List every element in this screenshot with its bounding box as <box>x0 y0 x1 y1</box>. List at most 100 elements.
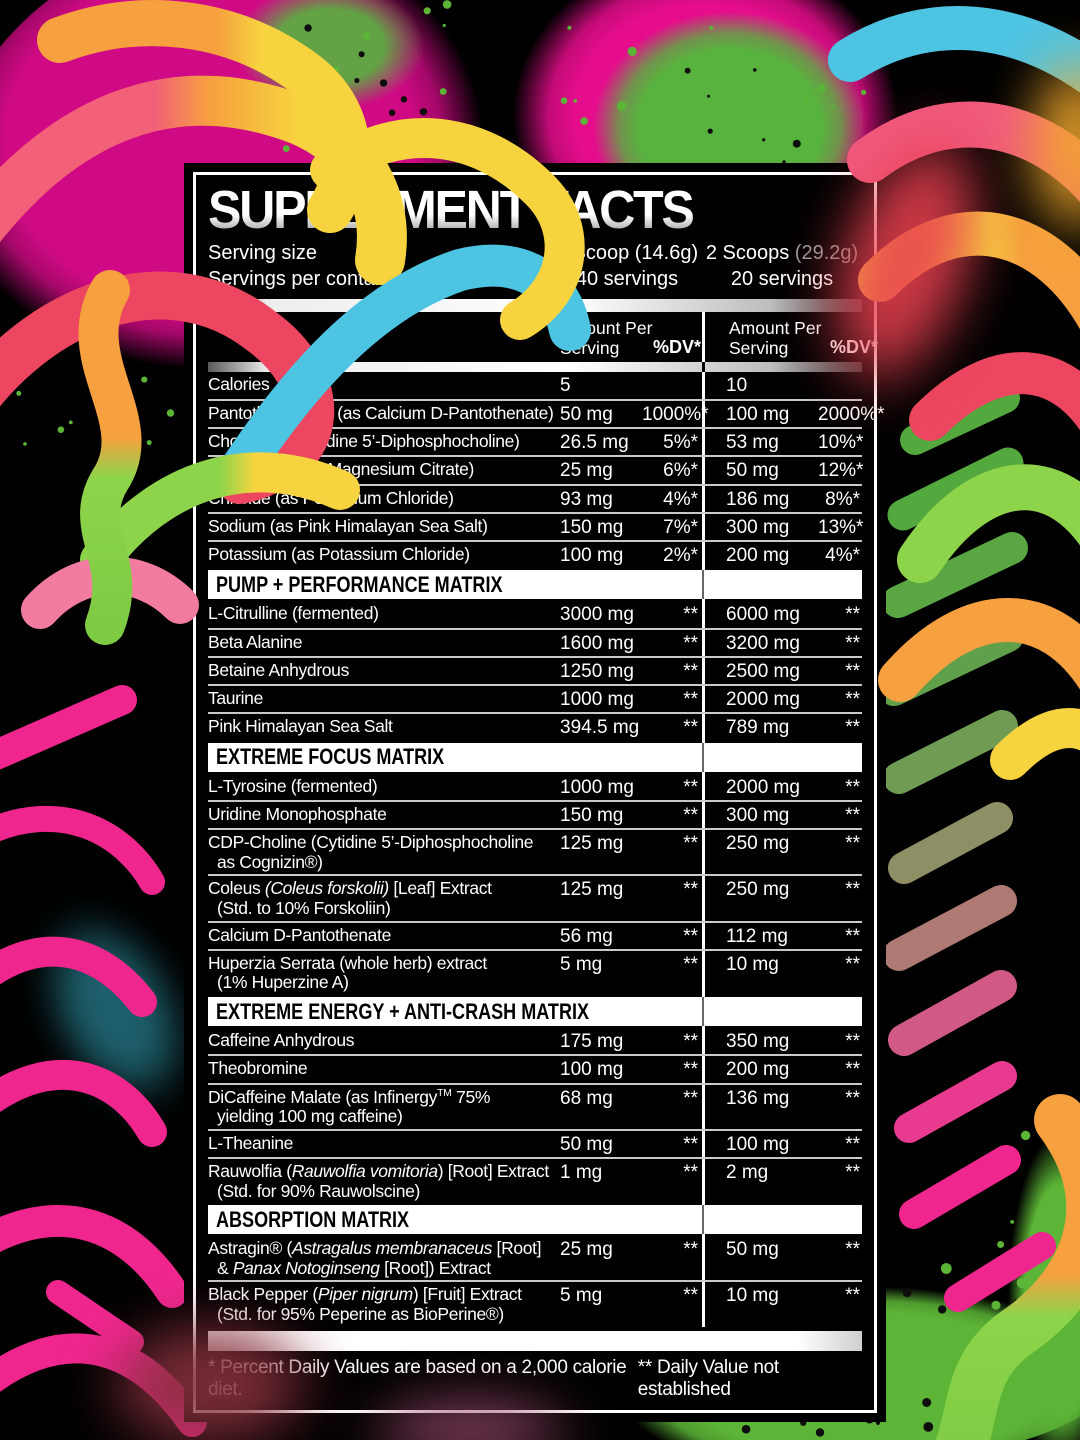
amount-2scoop: 6000 mg <box>726 604 800 626</box>
amount-2scoop: 3200 mg <box>726 632 800 654</box>
divider-bar <box>208 362 862 373</box>
ingredient-row: Beta Alanine 1600 mg ** 3200 mg ** <box>208 627 862 656</box>
ingredient-name: Theobromine <box>208 1058 308 1079</box>
amount-1scoop: 125 mg <box>560 879 624 901</box>
ingredient-row: Coleus (Coleus forskolii) [Leaf] Extract… <box>208 874 862 920</box>
matrix-section-header: EXTREME ENERGY + ANTI-CRASH MATRIX <box>208 997 862 1027</box>
amount-2scoop: 112 mg <box>726 925 788 947</box>
amount-per-serving-header: Amount Per Serving <box>560 318 653 358</box>
amount-2scoop: 300 mg <box>726 516 790 538</box>
ingredient-name: L-Citrulline (fermented) <box>208 603 379 624</box>
amount-1scoop: 1000 mg <box>560 776 634 798</box>
ingredient-row: Magnesium (as Magnesium Citrate) 25 mg 6%*… <box>208 455 864 483</box>
ingredient-row: L-Theanine 50 mg ** 100 mg ** <box>208 1128 862 1157</box>
amount-2scoop: 100 mg <box>726 1133 790 1155</box>
amount-1scoop: 93 mg <box>560 488 613 510</box>
dv-2scoop: ** <box>845 1162 860 1184</box>
dv-1scoop: 2%* <box>663 545 698 567</box>
scoop2-grams: (29.2g) <box>794 242 859 265</box>
dv-1scoop: ** <box>683 604 698 626</box>
ingredient-row: Betaine Anhydrous 1250 mg ** 2500 mg ** <box>208 655 862 684</box>
ingredient-row: Theobromine 100 mg ** 200 mg ** <box>208 1054 862 1082</box>
ingredient-row: Chloride (as Potassium Chloride) 93 mg 4%*… <box>208 483 862 512</box>
amount-2scoop: 2500 mg <box>726 660 800 682</box>
dv-2scoop: ** <box>845 1059 860 1081</box>
graffiti-left-pink <box>0 685 207 1437</box>
ingredient-name: Magnesium (as Magnesium Citrate) <box>208 459 474 480</box>
dv-1scoop: ** <box>683 1059 698 1081</box>
amount-2scoop: 200 mg <box>726 545 790 567</box>
ingredient-name: Sodium (as Pink Himalayan Sea Salt) <box>208 515 488 536</box>
ingredient-row: CDP-Choline (Cytidine 5’-Diphosphocholin… <box>208 828 862 874</box>
supplement-facts-label: SUPPLEMENT FACTS Serving size 1 Scoop (1… <box>184 163 886 1422</box>
amount-2scoop: 789 mg <box>726 717 790 739</box>
amount-1scoop: 150 mg <box>560 804 624 826</box>
ingredient-row: Sodium (as Pink Himalayan Sea Salt) 150 m… <box>208 511 863 540</box>
ingredient-row: Uridine Monophosphate 150 mg ** 300 mg ** <box>208 799 862 828</box>
paint-splatter-green <box>995 1090 1080 1440</box>
ingredient-name: Beta Alanine <box>208 631 303 652</box>
facts-table-body: Calories 5 10 Pantothenic Acid (as Calcium … <box>208 372 885 1326</box>
divider-bar <box>208 299 862 313</box>
dv-2scoop: ** <box>845 660 860 682</box>
amount-2scoop: 186 mg <box>726 488 790 510</box>
ingredient-row: L-Tyrosine (fermented) 1000 mg ** 2000 mg ** <box>208 774 862 800</box>
amount-2scoop: 250 mg <box>726 879 790 901</box>
ingredient-row: Astragin® (Astragalus membranaceus [Root… <box>208 1236 862 1280</box>
dv-1scoop: 5%* <box>663 432 698 454</box>
amount-2scoop: 250 mg <box>726 833 790 855</box>
amount-1scoop: 394.5 mg <box>560 717 640 739</box>
dv-1scoop: ** <box>683 1239 698 1261</box>
ingredient-name: Caffeine Anhydrous <box>208 1030 355 1051</box>
ingredient-row: Rauwolfia (Rauwolfia vomitoria) [Root] E… <box>208 1157 862 1203</box>
dv-1scoop: ** <box>683 833 698 855</box>
amount-2scoop: 300 mg <box>726 804 790 826</box>
ingredient-row: Potassium (as Potassium Chloride) 100 mg 2… <box>208 540 862 568</box>
ingredient-name: L-Tyrosine (fermented) <box>208 775 378 796</box>
dv-header: %DV* <box>830 337 879 358</box>
ingredient-name: Betaine Anhydrous <box>208 659 349 680</box>
dv-2scoop: ** <box>845 1133 860 1155</box>
servings-per-container-label: Servings per container <box>208 268 409 291</box>
dv-2scoop: ** <box>845 804 860 826</box>
ingredient-name: Astragin® (Astragalus membranaceus [Root… <box>208 1238 542 1278</box>
dv-2scoop: ** <box>845 776 860 798</box>
ingredient-name: Uridine Monophosphate <box>208 803 387 824</box>
dv-2scoop: ** <box>845 1285 860 1307</box>
ingredient-row: Calories 5 10 <box>208 372 862 398</box>
dv-1scoop: ** <box>683 953 698 975</box>
footnotes-row: * Percent Daily Values are based on a 2,… <box>208 1351 862 1401</box>
ingredient-name: Pink Himalayan Sea Salt <box>208 716 393 737</box>
dv-2scoop: ** <box>845 879 860 901</box>
dv-2scoop: ** <box>845 833 860 855</box>
ingredient-name: Coleus (Coleus forskolii) [Leaf] Extract… <box>208 878 492 918</box>
ingredient-row: L-Citrulline (fermented) 3000 mg ** 6000 mg… <box>208 601 862 627</box>
column-divider-line <box>702 312 705 1327</box>
dv-1scoop: 1000%* <box>642 403 709 425</box>
serving-size-row: Serving size 1 Scoop (14.6g) 2 Scoops (2… <box>208 240 862 292</box>
dv-2scoop: ** <box>845 1239 860 1261</box>
serving-size-label: Serving size <box>208 242 317 265</box>
amount-1scoop: 5 mg <box>560 953 603 975</box>
amount-1scoop: 1250 mg <box>560 660 634 682</box>
amount-1scoop: 1000 mg <box>560 689 634 711</box>
ingredient-name: L-Theanine <box>208 1132 294 1153</box>
dv-2scoop: ** <box>845 604 860 626</box>
gummy-worm-bottom-right <box>935 1094 1080 1440</box>
dv-2scoop: 10%* <box>818 432 864 454</box>
ingredient-row: Calcium D-Pantothenate 56 mg ** 112 mg ** <box>208 920 862 949</box>
ingredient-row: Taurine 1000 mg ** 2000 mg ** <box>208 684 862 712</box>
amount-2scoop: 50 mg <box>726 460 779 482</box>
dv-2scoop: ** <box>845 1087 860 1109</box>
amount-1scoop: 25 mg <box>560 460 613 482</box>
dv-2scoop: 12%* <box>818 460 864 482</box>
amount-1scoop: 5 <box>560 375 571 397</box>
amount-2scoop: 136 mg <box>726 1087 790 1109</box>
dv-1scoop: ** <box>683 632 698 654</box>
dv-1scoop: 7%* <box>663 516 698 538</box>
amount-2scoop: 2000 mg <box>726 776 800 798</box>
dv-header: %DV* <box>652 337 701 358</box>
amount-1scoop: 3000 mg <box>560 604 634 626</box>
ingredient-name: Rauwolfia (Rauwolfia vomitoria) [Root] E… <box>208 1161 549 1201</box>
